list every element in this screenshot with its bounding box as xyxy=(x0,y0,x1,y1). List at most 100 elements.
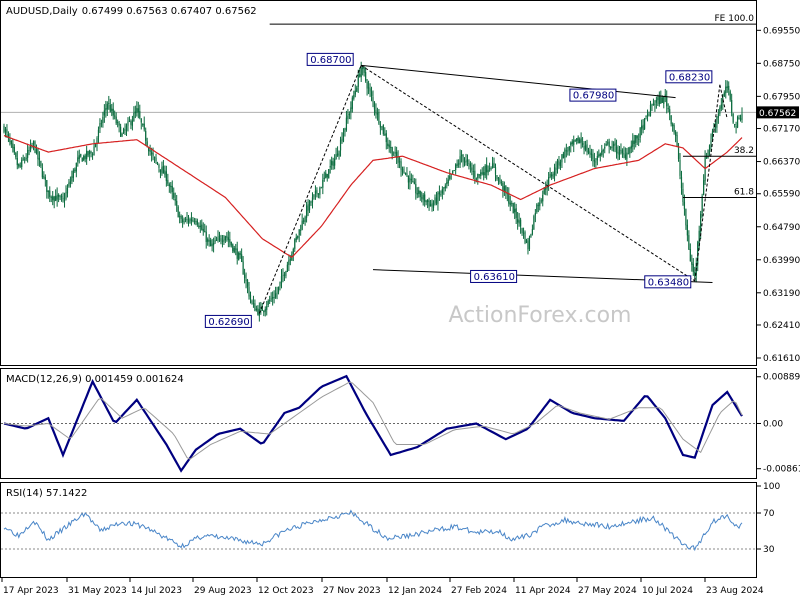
candle-body xyxy=(94,142,97,148)
candle-body xyxy=(688,235,690,250)
candle-body xyxy=(220,238,222,242)
candle-body xyxy=(22,158,24,160)
candle-body xyxy=(272,296,274,299)
candle-body xyxy=(466,159,469,162)
candle-body xyxy=(602,149,604,152)
candle-body xyxy=(672,124,674,127)
candle-body xyxy=(198,225,200,228)
macd-tick-label: 0.008896 xyxy=(763,373,800,383)
candle-body xyxy=(525,239,528,243)
candle-body xyxy=(579,139,581,144)
candle-body xyxy=(683,201,686,210)
candle-body xyxy=(556,160,559,171)
candle-body xyxy=(440,194,442,196)
level-label: FE 100.0 xyxy=(715,14,755,24)
candle-body xyxy=(359,74,361,77)
candle-body xyxy=(269,300,271,302)
candle-body xyxy=(736,117,739,128)
candle-body xyxy=(460,154,463,157)
candle-body xyxy=(274,293,277,298)
candle-body xyxy=(734,124,736,126)
candle-body xyxy=(260,306,262,309)
candle-body xyxy=(561,154,563,163)
x-tick-label: 17 Apr 2023 xyxy=(3,586,59,596)
candle-body xyxy=(339,139,342,151)
candle-body xyxy=(78,155,80,159)
candle-body xyxy=(503,186,505,192)
candle-body xyxy=(38,157,41,161)
candle-body xyxy=(80,154,82,157)
candle-body xyxy=(49,190,51,197)
candle-body xyxy=(204,231,206,233)
candle-body xyxy=(739,118,742,120)
candles-layer xyxy=(3,61,743,322)
candle-body xyxy=(292,249,294,254)
candle-body xyxy=(351,97,353,109)
candle-body xyxy=(230,241,232,246)
candle-body xyxy=(334,158,336,166)
candle-body xyxy=(319,187,321,195)
candle-body xyxy=(201,224,203,230)
candle-body xyxy=(605,143,607,146)
candle-body xyxy=(711,131,714,140)
candle-body xyxy=(428,200,430,207)
candle-body xyxy=(348,113,350,116)
candle-body xyxy=(652,104,655,106)
candle-body xyxy=(280,276,283,284)
candle-body xyxy=(515,208,517,218)
candle-body xyxy=(587,150,590,153)
candle-body xyxy=(350,107,352,113)
candle-body xyxy=(317,193,319,195)
candle-body xyxy=(328,169,330,179)
candle-body xyxy=(549,173,551,178)
candle-body xyxy=(691,261,693,265)
candle-body xyxy=(218,236,221,238)
candle-body xyxy=(630,145,632,149)
candle-body xyxy=(13,146,15,153)
last-price-box xyxy=(757,106,799,119)
price-panel xyxy=(0,0,757,366)
candle-body xyxy=(723,92,725,97)
candle-body xyxy=(205,231,207,242)
candle-body xyxy=(60,196,63,198)
candle-body xyxy=(483,172,485,176)
candle-body xyxy=(596,156,598,161)
candle-body xyxy=(455,164,457,171)
macd-layer: 0.008896 0.00 -0.008612 xyxy=(1,373,800,475)
candle-body xyxy=(316,189,318,194)
candle-body xyxy=(550,174,553,177)
candle-body xyxy=(481,172,483,174)
candle-body xyxy=(590,153,593,155)
candle-body xyxy=(77,157,79,162)
candle-body xyxy=(567,150,569,152)
candle-body xyxy=(282,274,284,276)
candle-body xyxy=(155,157,157,162)
candle-body xyxy=(298,229,300,236)
candle-body xyxy=(43,176,45,178)
candle-body xyxy=(429,204,432,207)
candle-body xyxy=(676,134,678,147)
price-label-box xyxy=(665,70,713,84)
candle-body xyxy=(589,151,591,155)
candle-body xyxy=(388,144,390,148)
candle-body xyxy=(559,162,562,167)
candle-body xyxy=(304,216,306,222)
candle-body xyxy=(670,115,672,125)
candle-body xyxy=(540,200,542,202)
candle-body xyxy=(719,107,721,114)
candle-body xyxy=(574,139,576,141)
candle-body xyxy=(422,194,424,200)
candle-body xyxy=(236,248,238,259)
candle-body xyxy=(341,138,343,141)
candle-body xyxy=(505,185,507,193)
candle-body xyxy=(376,112,379,115)
candle-body xyxy=(139,111,141,118)
rsi-tick-label: 30 xyxy=(763,545,775,555)
price-label-box xyxy=(644,275,692,289)
candle-body xyxy=(486,164,488,173)
candle-body xyxy=(186,218,188,220)
candle-body xyxy=(86,150,88,160)
candle-body xyxy=(632,140,634,147)
candle-body xyxy=(469,163,472,167)
candle-body xyxy=(122,129,125,134)
